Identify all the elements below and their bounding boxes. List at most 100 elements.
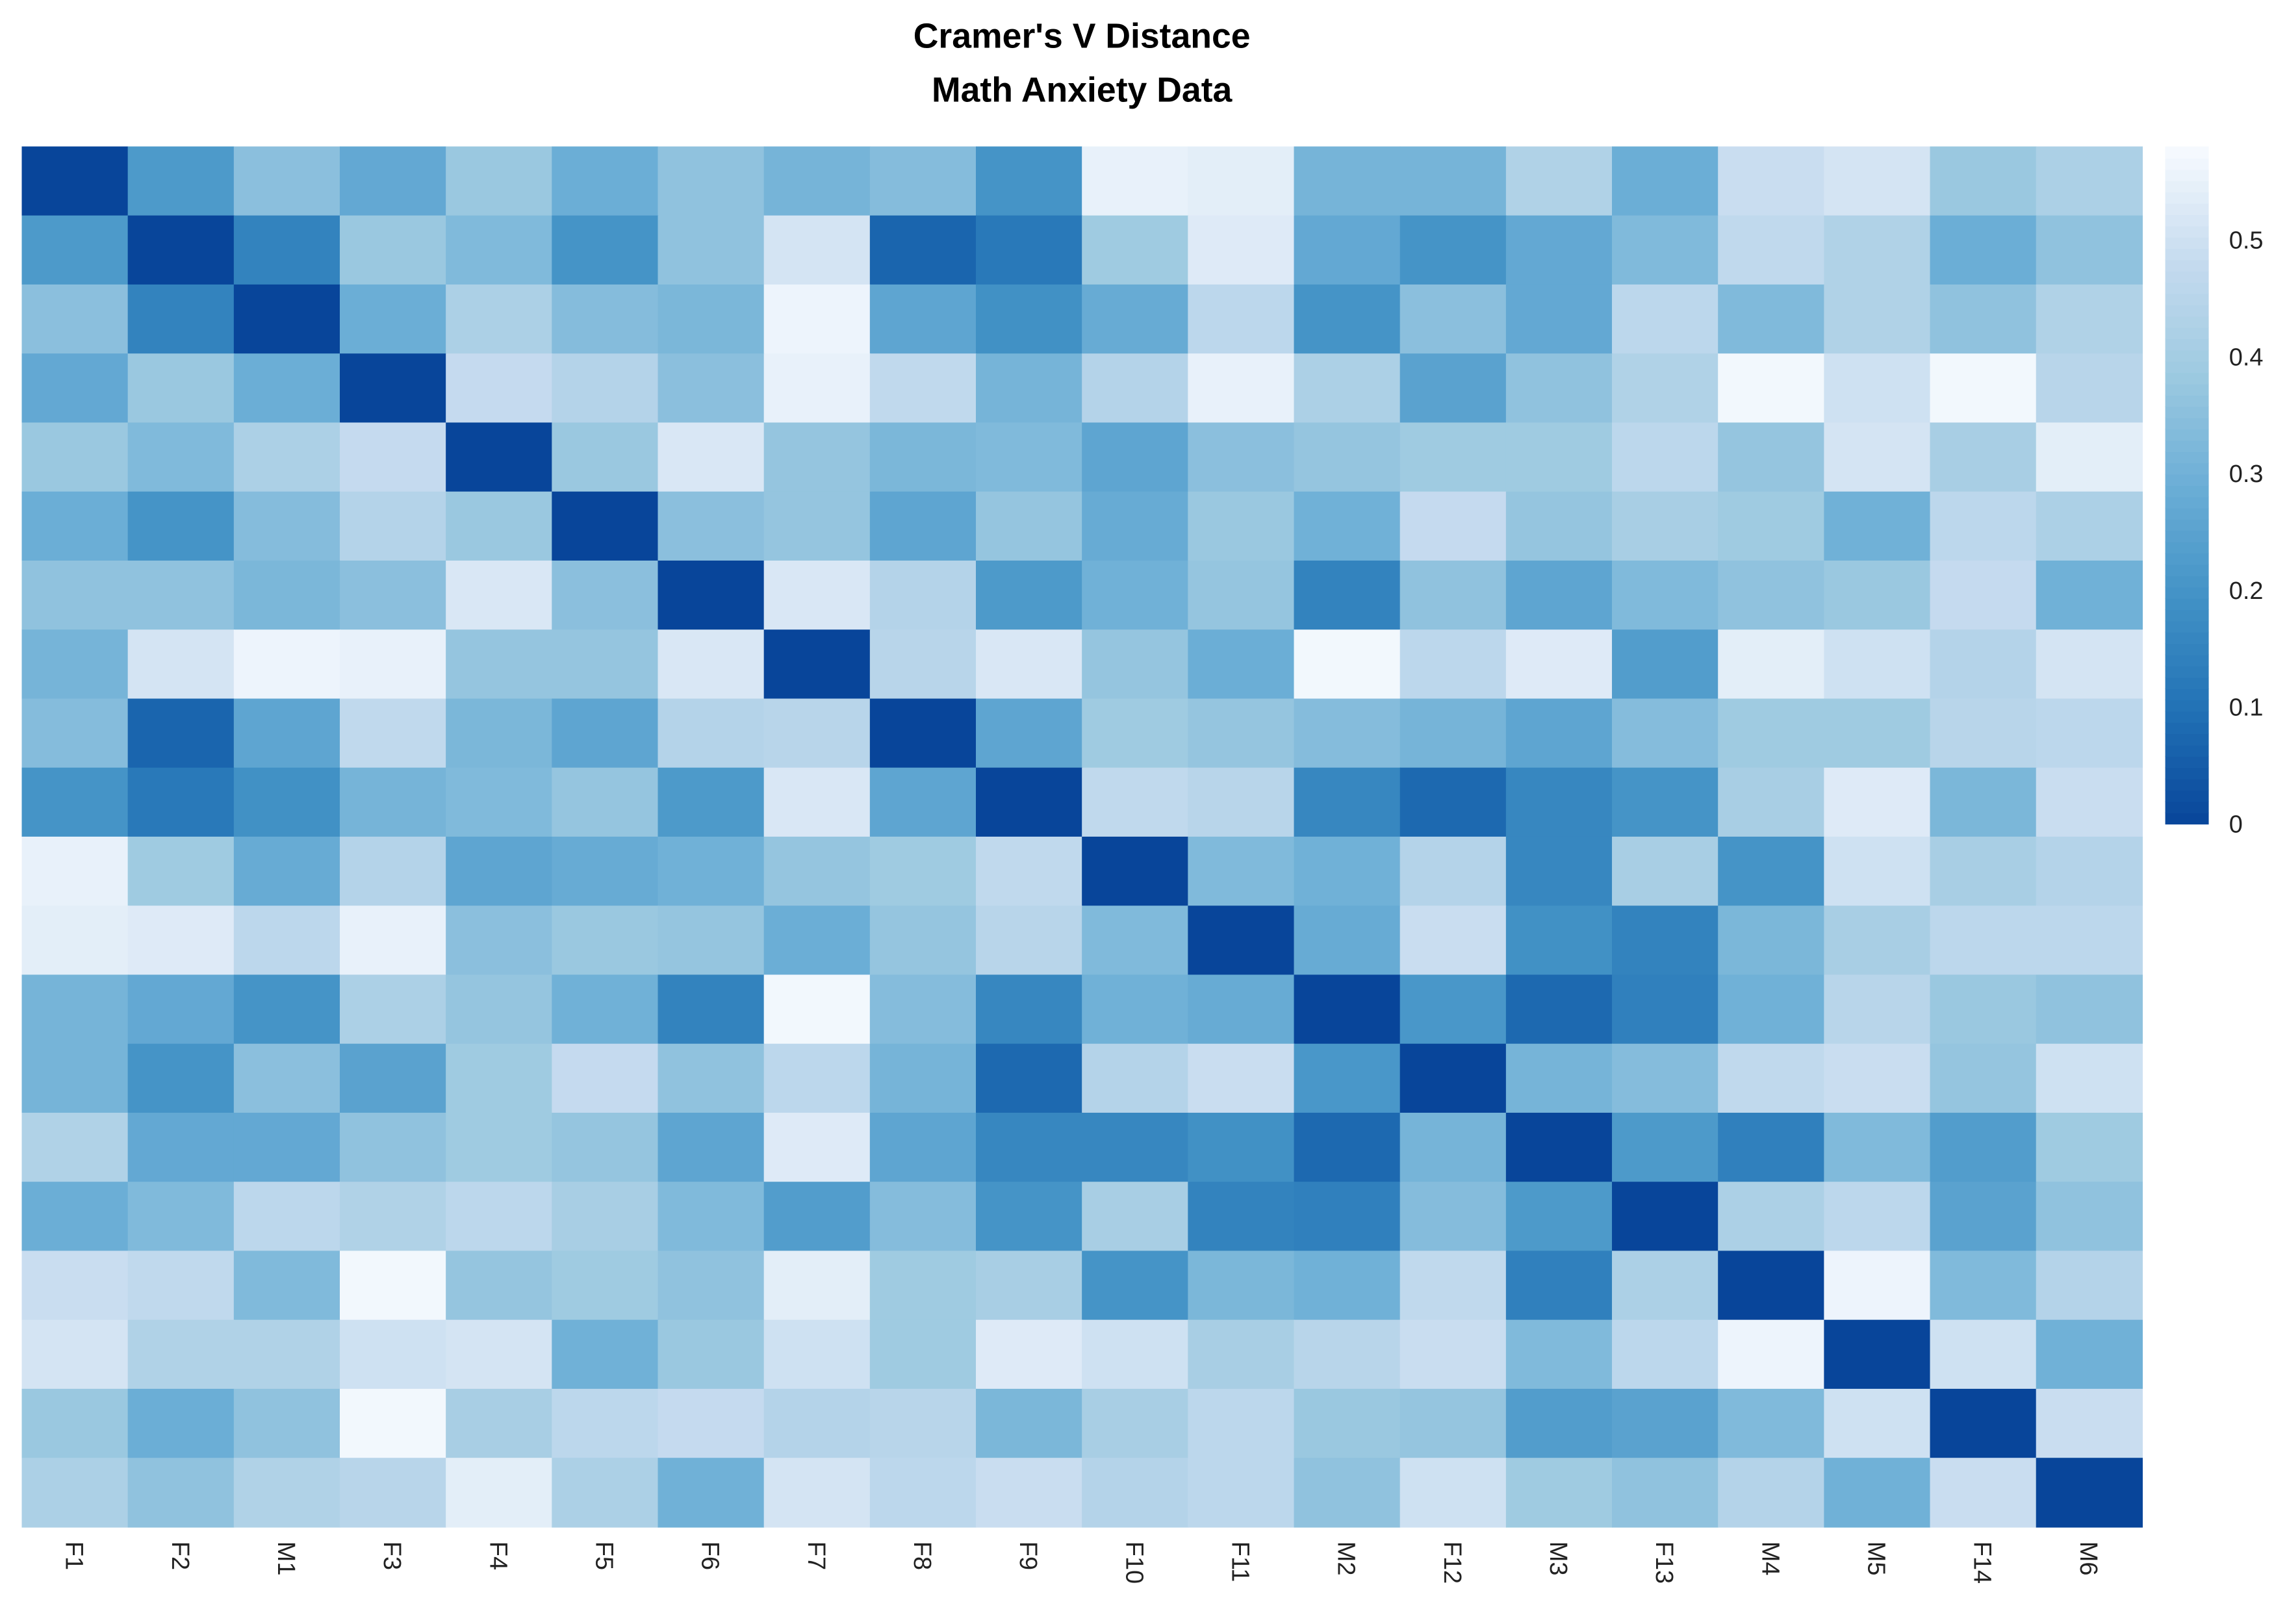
heatmap-cell: [446, 491, 553, 562]
heatmap-cell: [446, 1388, 553, 1459]
heatmap-cell: [869, 1388, 977, 1459]
heatmap-cell: [21, 1458, 129, 1528]
x-tick-label: F6: [696, 1542, 724, 1570]
heatmap-cell: [1612, 767, 1719, 838]
heatmap-cell: [1718, 146, 1825, 216]
heatmap-cell: [233, 1388, 341, 1459]
heatmap-cell: [1612, 1458, 1719, 1528]
colorbar-segment: [2165, 665, 2209, 678]
heatmap-cell: [1824, 1182, 1931, 1252]
heatmap-cell: [233, 284, 341, 355]
colorbar-segment: [2165, 688, 2209, 701]
heatmap-cell: [1399, 1112, 1507, 1183]
heatmap-cell: [869, 836, 977, 907]
colorbar-segment: [2165, 417, 2209, 430]
heatmap-cell: [127, 698, 235, 768]
heatmap-cell: [21, 767, 129, 838]
heatmap-cell: [1930, 146, 2037, 216]
heatmap-cell: [1399, 1388, 1507, 1459]
heatmap-cell: [658, 422, 765, 492]
heatmap-cell: [1505, 698, 1613, 768]
heatmap-cell: [976, 1458, 1083, 1528]
heatmap-cell: [446, 1112, 553, 1183]
heatmap-cell: [1612, 629, 1719, 700]
heatmap-cell: [1399, 1458, 1507, 1528]
heatmap-cell: [658, 1388, 765, 1459]
heatmap-cell: [1505, 1458, 1613, 1528]
colorbar-segment: [2165, 485, 2209, 498]
heatmap-cell: [233, 1043, 341, 1114]
colorbar-segment: [2165, 541, 2209, 554]
heatmap-cell: [1612, 974, 1719, 1045]
heatmap-cell: [552, 1388, 659, 1459]
heatmap-cell: [1505, 974, 1613, 1045]
heatmap-cell: [233, 146, 341, 216]
heatmap-cell: [763, 215, 871, 286]
heatmap-cell: [1188, 629, 1295, 700]
x-axis-labels: F1 F2 M1 F3 F4 F5 F6 F7 F8 F9 F10 F11 M2 F12 M3 F13 M4 M5…: [60, 1542, 2102, 1584]
heatmap-cell: [233, 698, 341, 768]
colorbar-segment: [2165, 711, 2209, 723]
colorbar-segment: [2165, 789, 2209, 802]
heatmap-cell: [127, 974, 235, 1045]
colorbar-segment: [2165, 767, 2209, 780]
heatmap-cell: [976, 284, 1083, 355]
heatmap-cell: [1082, 836, 1189, 907]
heatmap-cell: [1294, 1388, 1401, 1459]
x-tick-label: M5: [1863, 1542, 1890, 1576]
heatmap-cell: [2036, 1388, 2143, 1459]
heatmap-cell: [127, 629, 235, 700]
heatmap-cell: [446, 836, 553, 907]
heatmap-cell: [552, 1250, 659, 1321]
heatmap-cell: [21, 491, 129, 562]
heatmap-cell: [1718, 422, 1825, 492]
heatmap-cell: [446, 1043, 553, 1114]
heatmap-cell: [1399, 974, 1507, 1045]
heatmap-cell: [1930, 1182, 2037, 1252]
heatmap-cell: [21, 1319, 129, 1390]
heatmap-cell: [763, 1112, 871, 1183]
heatmap-cell: [763, 1182, 871, 1252]
heatmap-cell: [1505, 767, 1613, 838]
heatmap-cell: [552, 284, 659, 355]
heatmap-cell: [1505, 491, 1613, 562]
heatmap-cell: [127, 906, 235, 976]
heatmap-cell: [1612, 491, 1719, 562]
heatmap-cell: [1399, 1319, 1507, 1390]
heatmap-cell: [1612, 1388, 1719, 1459]
heatmap-cell: [1294, 767, 1401, 838]
heatmap-cell: [1930, 767, 2037, 838]
colorbar-segment: [2165, 677, 2209, 689]
heatmap-cell: [658, 353, 765, 424]
heatmap-cell: [1824, 906, 1931, 976]
heatmap-cell: [976, 698, 1083, 768]
heatmap-cell: [446, 906, 553, 976]
heatmap-cell: [1612, 353, 1719, 424]
colorbar-segment: [2165, 575, 2209, 588]
colorbar-segment: [2165, 778, 2209, 791]
heatmap-cell: [2036, 422, 2143, 492]
heatmap-cell: [21, 284, 129, 355]
heatmap-cell: [1930, 353, 2037, 424]
heatmap-cell: [1505, 1388, 1613, 1459]
heatmap-cell: [1294, 836, 1401, 907]
heatmap-cell: [21, 836, 129, 907]
heatmap-cell: [552, 906, 659, 976]
heatmap-cell: [233, 353, 341, 424]
heatmap-cell: [1505, 1250, 1613, 1321]
heatmap-cell: [1930, 906, 2037, 976]
heatmap-cell: [1824, 353, 1931, 424]
heatmap-cell: [658, 974, 765, 1045]
heatmap-cell: [1294, 698, 1401, 768]
heatmap-cell: [21, 1182, 129, 1252]
heatmap-cell: [1188, 491, 1295, 562]
heatmap-cell: [1505, 629, 1613, 700]
heatmap-cell: [869, 491, 977, 562]
heatmap-cell: [1505, 146, 1613, 216]
heatmap-cell: [552, 1319, 659, 1390]
heatmap-cell: [1505, 284, 1613, 355]
heatmap-cell: [1930, 422, 2037, 492]
colorbar-tick-label: 0.3: [2229, 461, 2264, 488]
heatmap-cell: [1930, 1319, 2037, 1390]
heatmap-cell: [339, 1250, 447, 1321]
